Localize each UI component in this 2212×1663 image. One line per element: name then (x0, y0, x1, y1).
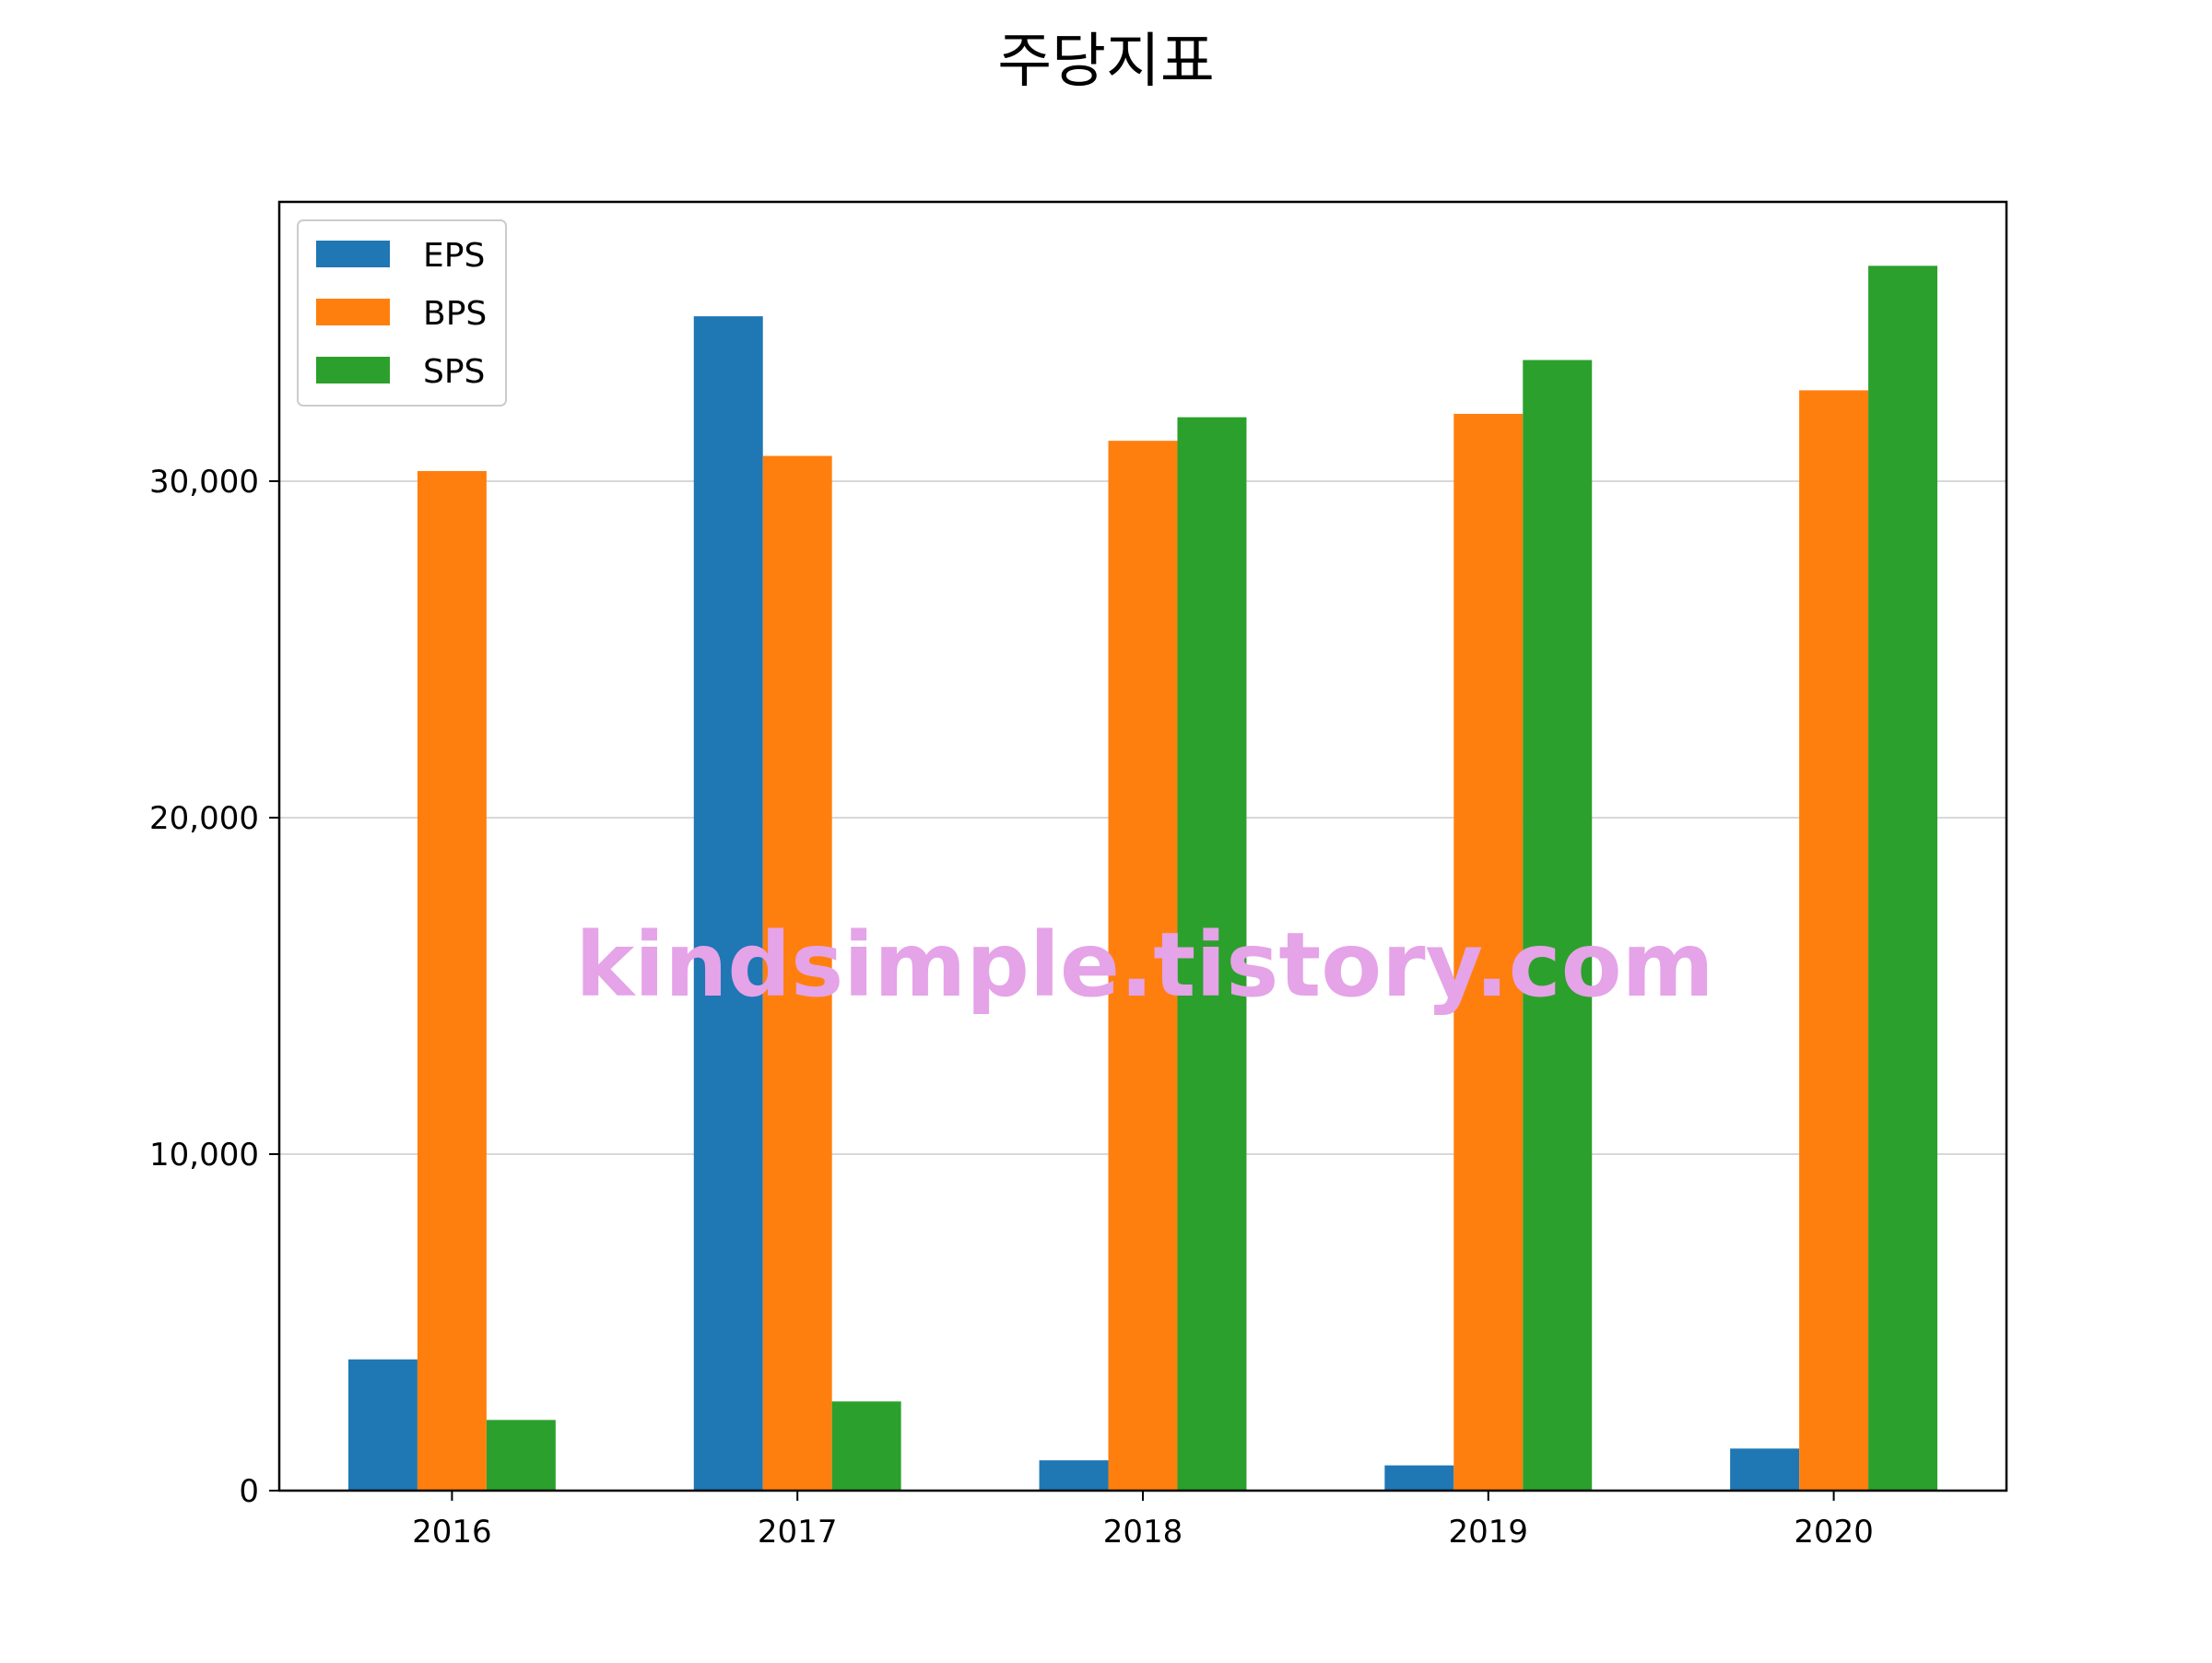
x-tick-label: 2017 (758, 1514, 838, 1551)
legend-label-eps: EPS (423, 237, 485, 275)
legend-swatch-eps (316, 241, 390, 267)
y-tick-label: 20,000 (149, 800, 259, 837)
legend-label-sps: SPS (423, 353, 485, 391)
bar-eps-2017 (693, 316, 763, 1491)
y-tick-label: 30,000 (149, 464, 259, 501)
bar-sps-2018 (1177, 417, 1247, 1491)
legend-swatch-sps (316, 357, 390, 383)
bar-eps-2016 (347, 1359, 418, 1491)
bar-bps-2020 (1799, 390, 1869, 1491)
bars (347, 265, 1938, 1492)
x-axis: 2016 2017 2018 2019 2020 (412, 1491, 1874, 1551)
bar-sps-2017 (831, 1401, 901, 1491)
bar-bps-2016 (417, 471, 487, 1491)
legend-label-bps: BPS (423, 295, 487, 333)
bar-eps-2018 (1039, 1460, 1109, 1491)
bar-bps-2017 (762, 455, 832, 1492)
x-tick-label: 2019 (1449, 1514, 1529, 1551)
y-axis: 0 10,000 20,000 30,000 (149, 464, 279, 1510)
x-tick-label: 2020 (1794, 1514, 1874, 1551)
bar-sps-2019 (1523, 360, 1593, 1491)
y-tick-label: 0 (239, 1473, 259, 1510)
chart-title: 주당지표 (997, 28, 1215, 96)
bar-eps-2019 (1384, 1465, 1454, 1491)
x-tick-label: 2018 (1103, 1514, 1183, 1551)
bar-eps-2020 (1730, 1448, 1800, 1491)
bar-sps-2016 (486, 1420, 556, 1491)
bar-sps-2020 (1868, 265, 1938, 1491)
bar-bps-2019 (1453, 413, 1524, 1491)
y-tick-label: 10,000 (149, 1137, 259, 1174)
watermark: kindsimple.tistory.com (575, 914, 1713, 1017)
x-tick-label: 2016 (412, 1514, 492, 1551)
bar-bps-2018 (1108, 441, 1178, 1491)
legend: EPS BPS SPS (297, 219, 507, 407)
legend-swatch-bps (316, 299, 390, 325)
